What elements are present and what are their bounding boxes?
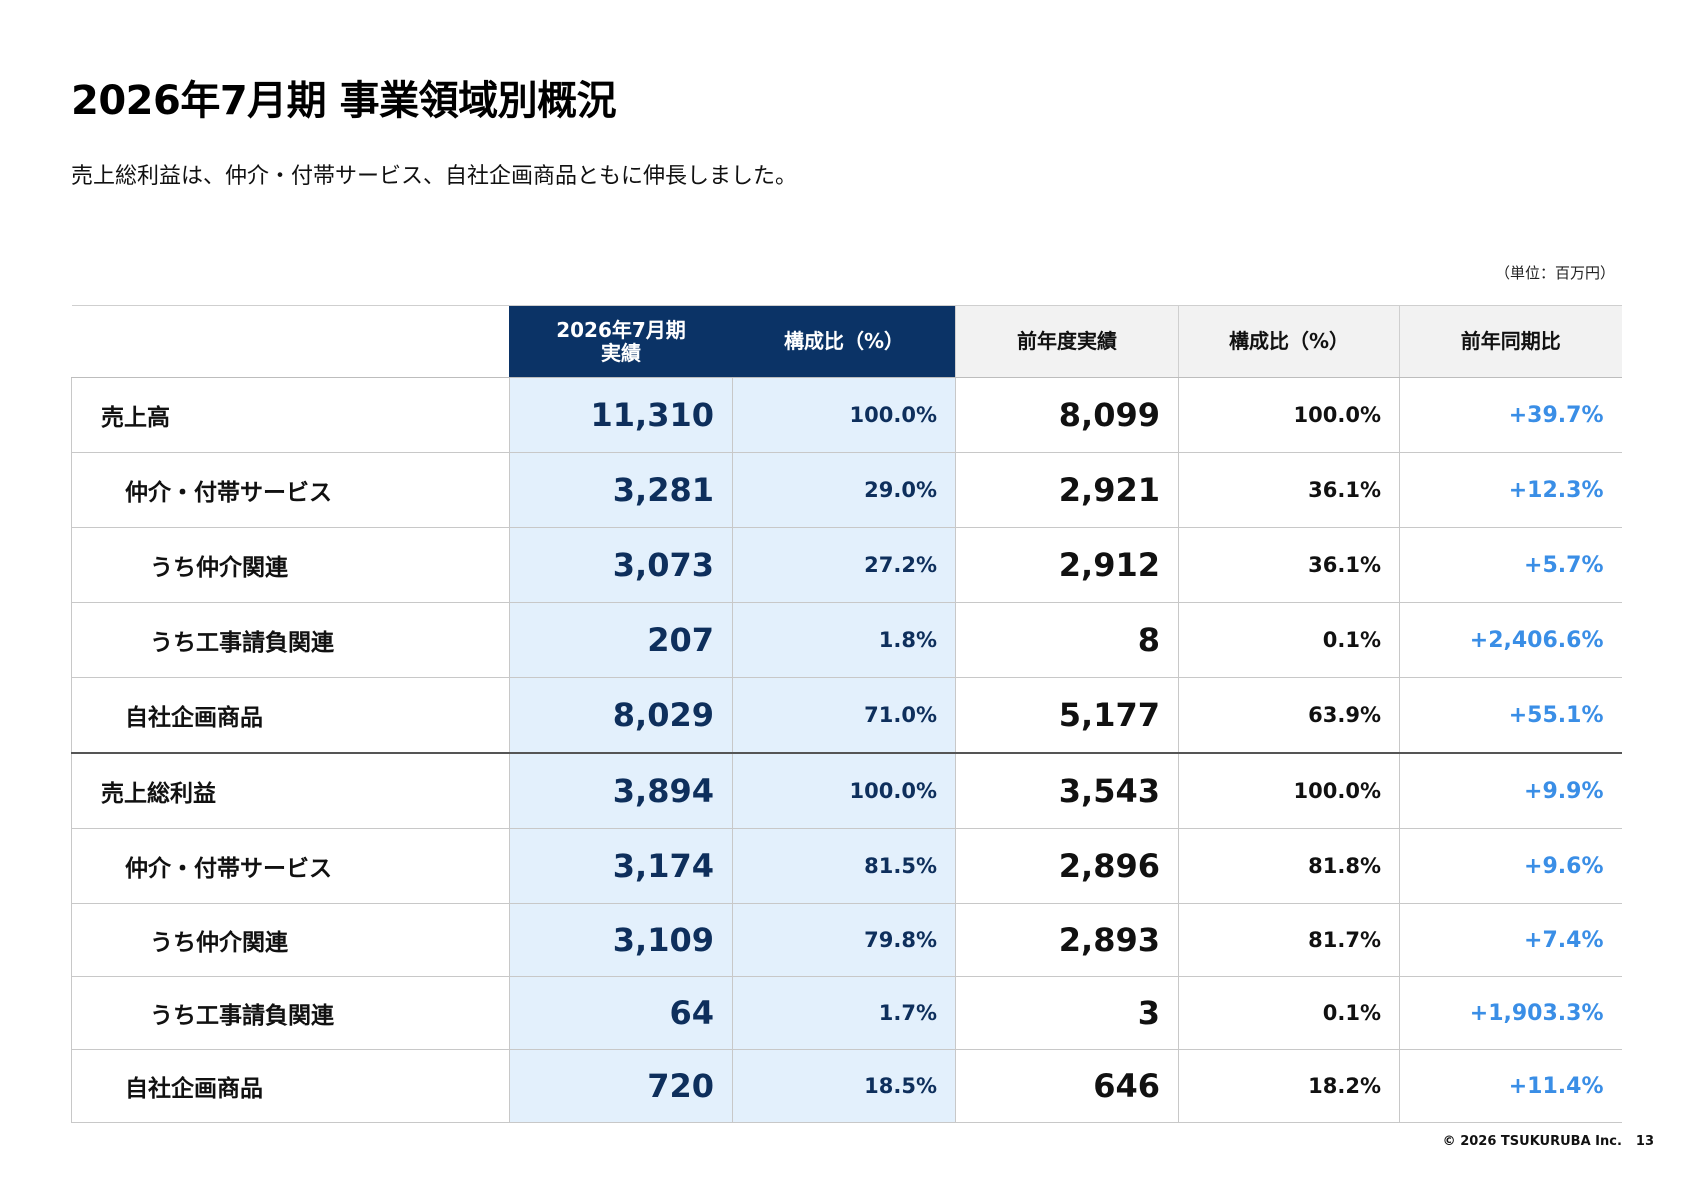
row-label: 仲介・付帯サービス [71,828,510,904]
current-value: 207 [509,602,733,678]
table-row: 売上総利益 3,894 100.0% 3,543 100.0% +9.9% [71,753,1622,829]
current-ratio: 100.0% [732,753,956,829]
prev-ratio: 81.7% [1178,903,1400,977]
current-ratio: 18.5% [732,1049,956,1123]
yoy-change: +12.3% [1399,452,1622,528]
prev-ratio: 81.8% [1178,828,1400,904]
prev-value: 8 [955,602,1179,678]
current-ratio: 79.8% [732,903,956,977]
header-blank [71,305,510,378]
current-ratio: 1.8% [732,602,956,678]
prev-value: 2,893 [955,903,1179,977]
prev-ratio: 36.1% [1178,452,1400,528]
prev-value: 5,177 [955,677,1179,754]
yoy-change: +39.7% [1399,377,1622,453]
yoy-change: +9.6% [1399,828,1622,904]
row-label: うち工事請負関連 [71,602,510,678]
header-current-line1: 2026年7月期 [556,317,686,342]
row-label: うち仲介関連 [71,527,510,603]
current-ratio: 100.0% [732,377,956,453]
current-value: 3,073 [509,527,733,603]
current-value: 11,310 [509,377,733,453]
row-label: うち工事請負関連 [71,976,510,1050]
prev-ratio: 0.1% [1178,602,1400,678]
table-header-row: 2026年7月期 実績 構成比（%） 前年度実績 構成比（%） 前年同期比 [71,305,1622,378]
segment-summary-table: 2026年7月期 実績 構成比（%） 前年度実績 構成比（%） 前年同期比 売上… [71,305,1622,1123]
current-value: 3,109 [509,903,733,977]
table-row: 自社企画商品 720 18.5% 646 18.2% +11.4% [71,1049,1622,1123]
header-yoy: 前年同期比 [1399,305,1622,378]
current-value: 3,894 [509,753,733,829]
row-label: 売上高 [71,377,510,453]
prev-value: 2,896 [955,828,1179,904]
prev-ratio: 63.9% [1178,677,1400,754]
table-row: うち工事請負関連 207 1.8% 8 0.1% +2,406.6% [71,602,1622,678]
yoy-change: +9.9% [1399,753,1622,829]
page-number: 13 [1635,1134,1654,1149]
header-current-results: 2026年7月期 実績 [509,305,733,378]
prev-ratio: 0.1% [1178,976,1400,1050]
prev-value: 2,921 [955,452,1179,528]
yoy-change: +7.4% [1399,903,1622,977]
prev-value: 3,543 [955,753,1179,829]
current-value: 720 [509,1049,733,1123]
current-ratio: 1.7% [732,976,956,1050]
prev-value: 646 [955,1049,1179,1123]
prev-ratio: 18.2% [1178,1049,1400,1123]
row-label: 自社企画商品 [71,677,510,754]
prev-ratio: 100.0% [1178,753,1400,829]
yoy-change: +55.1% [1399,677,1622,754]
row-label: 自社企画商品 [71,1049,510,1123]
current-value: 3,174 [509,828,733,904]
current-ratio: 27.2% [732,527,956,603]
yoy-change: +11.4% [1399,1049,1622,1123]
table-row: 仲介・付帯サービス 3,281 29.0% 2,921 36.1% +12.3% [71,452,1622,528]
header-prev-ratio: 構成比（%） [1178,305,1400,378]
row-label: うち仲介関連 [71,903,510,977]
footer: © 2026 TSUKURUBA Inc. 13 [1443,1134,1654,1149]
header-prev-results: 前年度実績 [955,305,1179,378]
table-row: 仲介・付帯サービス 3,174 81.5% 2,896 81.8% +9.6% [71,828,1622,904]
table-row: うち仲介関連 3,073 27.2% 2,912 36.1% +5.7% [71,527,1622,603]
current-ratio: 29.0% [732,452,956,528]
prev-ratio: 100.0% [1178,377,1400,453]
yoy-change: +5.7% [1399,527,1622,603]
unit-note: （単位：百万円） [1494,264,1615,282]
prev-value: 3 [955,976,1179,1050]
header-current-ratio: 構成比（%） [732,305,956,378]
table-row: うち工事請負関連 64 1.7% 3 0.1% +1,903.3% [71,976,1622,1050]
current-ratio: 71.0% [732,677,956,754]
prev-value: 8,099 [955,377,1179,453]
current-value: 64 [509,976,733,1050]
copyright-text: © 2026 TSUKURUBA Inc. [1442,1134,1622,1149]
page-subtitle: 売上総利益は、仲介・付帯サービス、自社企画商品ともに伸長しました。 [71,164,798,189]
current-value: 3,281 [509,452,733,528]
row-label: 売上総利益 [71,753,510,829]
current-ratio: 81.5% [732,828,956,904]
table-row: うち仲介関連 3,109 79.8% 2,893 81.7% +7.4% [71,903,1622,977]
prev-value: 2,912 [955,527,1179,603]
header-current-line2: 実績 [601,340,641,365]
table-row: 自社企画商品 8,029 71.0% 5,177 63.9% +55.1% [71,677,1622,754]
prev-ratio: 36.1% [1178,527,1400,603]
yoy-change: +2,406.6% [1399,602,1622,678]
current-value: 8,029 [509,677,733,754]
page-title: 2026年7月期 事業領域別概況 [71,78,617,124]
row-label: 仲介・付帯サービス [71,452,510,528]
table-row: 売上高 11,310 100.0% 8,099 100.0% +39.7% [71,377,1622,453]
yoy-change: +1,903.3% [1399,976,1622,1050]
